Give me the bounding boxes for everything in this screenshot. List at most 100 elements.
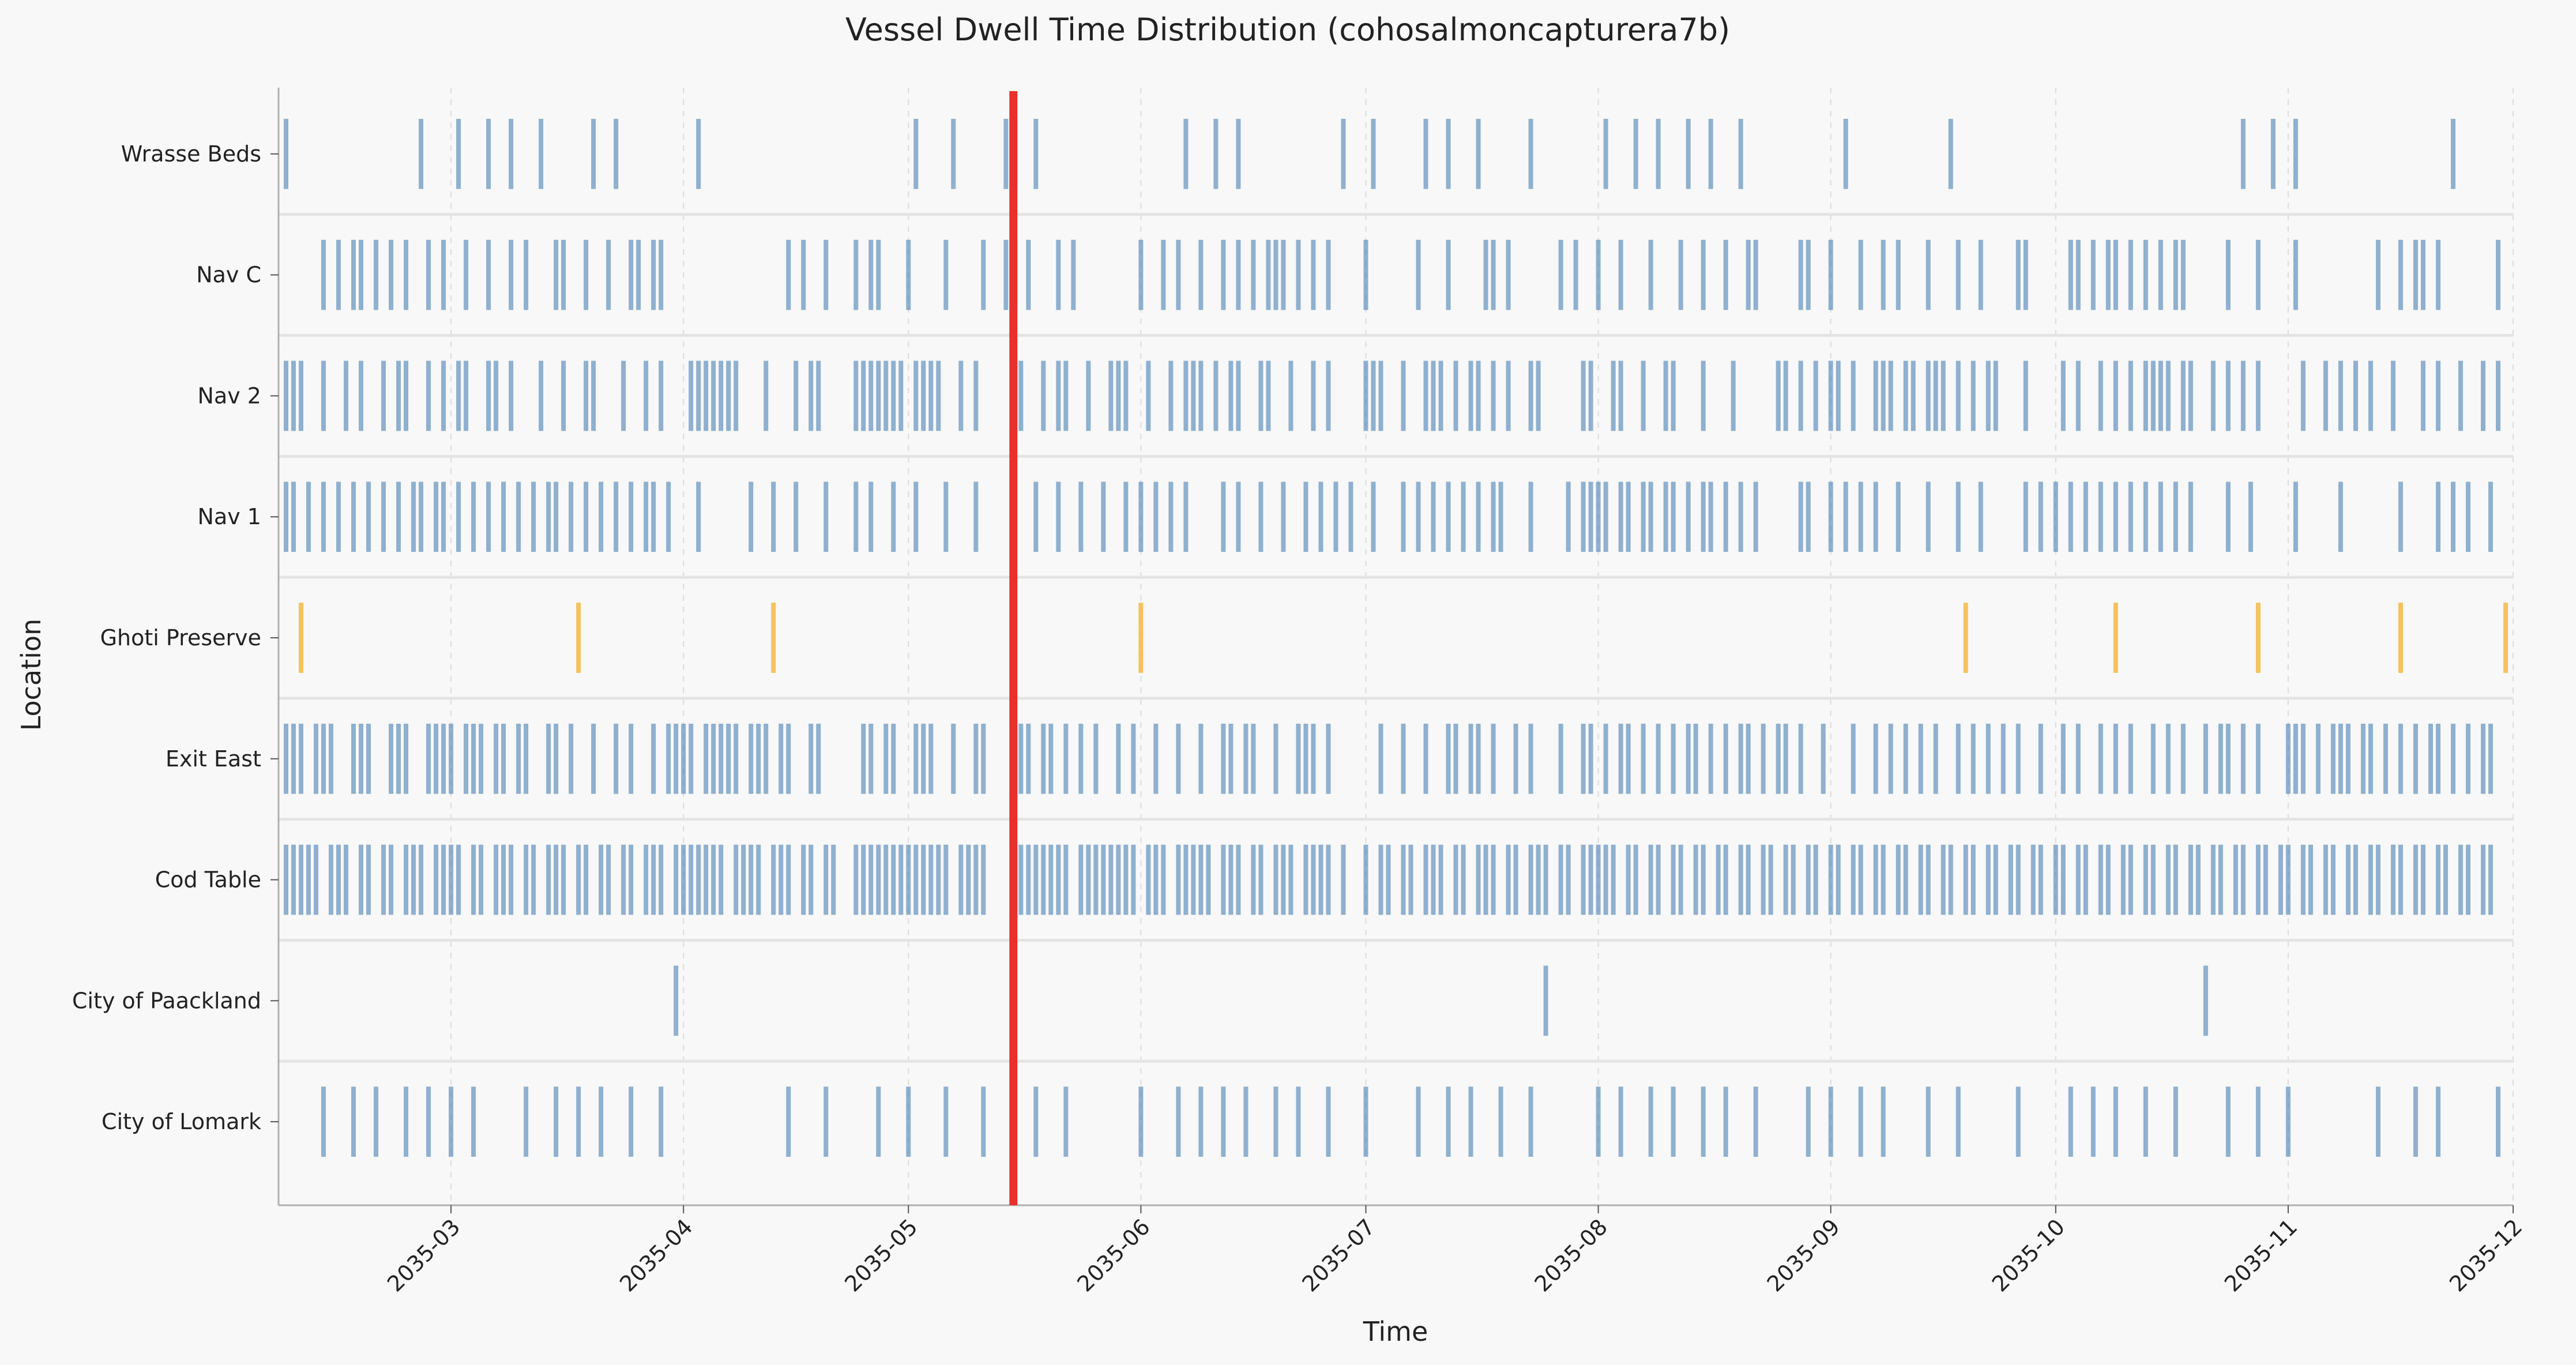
- event-mark: [329, 723, 334, 794]
- event-mark: [2420, 239, 2425, 310]
- event-mark: [1056, 239, 1061, 310]
- event-mark: [614, 119, 619, 189]
- event-mark: [1731, 360, 1736, 431]
- event-mark: [449, 723, 454, 794]
- event-mark: [681, 723, 686, 794]
- event-mark: [2083, 844, 2088, 915]
- event-mark: [1371, 360, 1376, 431]
- event-mark: [1911, 360, 1916, 431]
- event-mark: [389, 239, 394, 310]
- event-mark: [1138, 239, 1144, 310]
- event-mark: [1423, 119, 1428, 189]
- event-mark: [1671, 360, 1676, 431]
- event-mark: [1828, 844, 1833, 915]
- event-mark: [1311, 844, 1316, 915]
- event-mark: [2195, 844, 2201, 915]
- event-mark: [2075, 723, 2081, 794]
- event-mark: [756, 723, 761, 794]
- event-mark: [1168, 482, 1174, 552]
- event-mark: [1528, 1086, 1533, 1157]
- event-mark: [629, 723, 634, 794]
- event-mark: [2075, 360, 2081, 431]
- event-mark: [591, 360, 596, 431]
- event-mark: [831, 844, 836, 915]
- event-mark: [546, 723, 551, 794]
- event-mark: [1153, 482, 1159, 552]
- event-mark: [2150, 844, 2156, 915]
- event-mark: [1753, 1086, 1758, 1157]
- event-mark: [1581, 723, 1586, 794]
- event-mark: [2008, 844, 2013, 915]
- event-mark: [981, 723, 986, 794]
- event-mark: [1228, 844, 1234, 915]
- event-mark: [1828, 1086, 1833, 1157]
- event-mark: [561, 844, 566, 915]
- event-mark: [1303, 482, 1308, 552]
- event-mark: [2143, 360, 2148, 431]
- event-mark: [441, 723, 446, 794]
- event-mark: [1746, 239, 1751, 310]
- event-mark: [306, 482, 311, 552]
- event-mark: [411, 482, 416, 552]
- event-mark: [2113, 239, 2118, 310]
- event-mark: [389, 723, 394, 794]
- event-mark: [1123, 844, 1129, 915]
- event-mark: [2495, 360, 2500, 431]
- event-mark: [359, 844, 364, 915]
- event-mark: [351, 723, 356, 794]
- event-mark: [1138, 1086, 1144, 1157]
- event-mark: [2113, 482, 2118, 552]
- event-mark: [876, 360, 881, 431]
- event-mark: [336, 239, 341, 310]
- event-mark: [1401, 482, 1406, 552]
- event-mark: [464, 239, 469, 310]
- event-mark: [471, 844, 476, 915]
- event-mark: [456, 844, 461, 915]
- event-mark: [1641, 360, 1646, 431]
- event-mark: [2278, 844, 2283, 915]
- event-mark: [1476, 119, 1481, 189]
- event-mark: [981, 844, 986, 915]
- event-mark: [734, 723, 739, 794]
- event-mark: [291, 723, 296, 794]
- event-mark: [913, 723, 919, 794]
- event-mark: [359, 239, 364, 310]
- event-mark: [284, 360, 289, 431]
- event-mark: [958, 844, 964, 915]
- y-tick-label: Nav 2: [198, 383, 261, 408]
- event-mark: [2308, 844, 2313, 915]
- event-mark: [1228, 360, 1234, 431]
- event-mark: [1888, 723, 1893, 794]
- event-mark: [1326, 1086, 1331, 1157]
- event-mark: [321, 482, 326, 552]
- event-mark: [479, 844, 484, 915]
- event-mark: [786, 239, 791, 310]
- event-mark: [2143, 239, 2148, 310]
- event-mark: [2398, 603, 2403, 673]
- event-mark: [2203, 965, 2208, 1036]
- event-mark: [1326, 844, 1331, 915]
- event-mark: [629, 239, 634, 310]
- event-mark: [2368, 723, 2373, 794]
- event-mark: [381, 844, 386, 915]
- event-mark: [1858, 1086, 1863, 1157]
- event-mark: [299, 603, 304, 673]
- event-mark: [1363, 360, 1368, 431]
- event-mark: [2188, 360, 2193, 431]
- event-mark: [1881, 1086, 1886, 1157]
- event-mark: [2015, 239, 2021, 310]
- event-mark: [2285, 844, 2291, 915]
- event-mark: [1258, 360, 1263, 431]
- event-mark: [861, 723, 866, 794]
- event-mark: [1596, 1086, 1601, 1157]
- event-mark: [1003, 239, 1009, 310]
- event-mark: [1288, 844, 1293, 915]
- event-mark: [2435, 239, 2440, 310]
- event-mark: [1326, 239, 1331, 310]
- event-mark: [891, 723, 896, 794]
- event-mark: [1926, 239, 1931, 310]
- event-mark: [749, 482, 754, 552]
- event-mark: [2398, 239, 2403, 310]
- event-mark: [2180, 360, 2186, 431]
- event-mark: [1798, 723, 1803, 794]
